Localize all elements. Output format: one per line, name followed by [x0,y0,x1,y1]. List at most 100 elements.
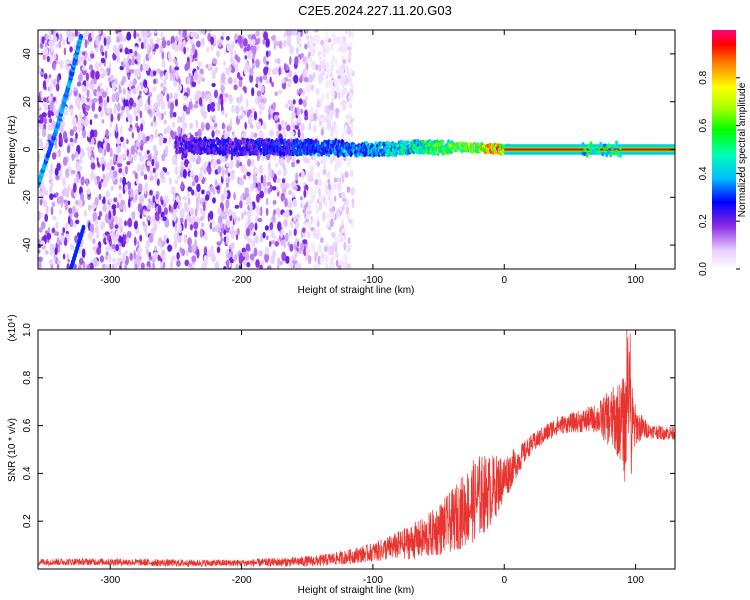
noise-speckle [343,155,347,162]
noise-speckle [94,225,99,234]
noise-speckle [227,172,231,177]
carrier-mark [337,139,341,144]
noise-speckle [148,233,154,243]
noise-speckle [119,48,123,53]
noise-speckle [99,67,105,73]
noise-speckle [98,193,102,201]
noise-speckle [239,180,245,186]
noise-speckle [251,38,256,46]
noise-speckle [48,118,53,124]
noise-speckle [260,174,264,184]
noise-speckle [104,50,108,60]
noise-speckle [249,124,254,129]
noise-speckle [150,121,154,127]
noise-speckle [230,242,235,250]
noise-speckle [278,67,281,76]
noise-speckle [210,102,216,109]
noise-speckle [291,156,296,162]
carrier-mark [597,150,601,155]
carrier-mark [607,149,611,154]
noise-speckle [141,163,146,171]
noise-speckle [200,216,204,222]
noise-speckle [127,189,131,196]
noise-speckle [223,186,227,195]
noise-speckle [285,30,291,37]
noise-speckle [136,102,140,108]
noise-speckle [277,170,282,176]
noise-speckle [320,39,325,46]
noise-speckle [96,157,99,162]
noise-speckle [193,104,199,109]
noise-speckle [108,170,114,178]
carrier-mark [597,146,601,151]
noise-speckle [53,104,56,115]
noise-speckle [247,33,252,40]
noise-speckle [298,31,301,37]
noise-speckle [345,205,350,215]
noise-speckle [276,264,280,269]
noise-speckle [254,96,259,104]
noise-speckle [115,91,119,102]
noise-speckle [284,103,289,109]
noise-speckle [134,46,138,51]
noise-speckle [207,103,211,113]
noise-speckle [42,80,47,89]
noise-speckle [207,30,212,33]
noise-speckle [227,208,233,216]
noise-speckle [140,262,145,269]
noise-speckle [147,42,150,51]
noise-speckle [268,106,272,115]
noise-speckle [311,60,316,70]
noise-speckle [188,72,192,79]
noise-speckle [163,110,167,115]
noise-speckle [337,79,341,84]
noise-speckle [328,68,332,76]
noise-speckle [274,40,280,47]
noise-speckle [72,116,77,127]
noise-speckle [265,50,269,58]
noise-speckle [124,220,127,227]
noise-speckle [319,98,323,108]
noise-speckle [331,231,336,239]
noise-speckle [195,200,200,211]
noise-speckle [308,161,312,171]
noise-speckle [305,84,311,93]
noise-speckle [302,227,306,234]
noise-speckle [186,189,190,200]
noise-speckle [311,165,315,170]
noise-speckle [332,183,338,191]
noise-speckle [286,156,290,164]
noise-speckle [48,74,52,79]
noise-speckle [300,108,303,115]
noise-speckle [152,86,157,93]
noise-speckle [108,198,112,204]
noise-speckle [319,256,324,265]
noise-speckle [82,84,85,94]
noise-speckle [235,263,239,269]
noise-speckle [308,73,313,84]
noise-speckle [151,158,155,167]
noise-speckle [39,42,44,50]
noise-speckle [315,159,318,166]
noise-speckle [105,190,110,198]
noise-speckle [216,158,222,165]
noise-speckle [225,177,231,184]
noise-speckle [101,163,105,172]
noise-speckle [153,78,156,84]
noise-speckle [137,246,143,255]
noise-speckle [297,116,302,124]
noise-speckle [286,124,291,132]
noise-speckle [325,62,330,68]
noise-speckle [268,167,272,176]
noise-speckle [129,48,133,54]
noise-speckle [78,112,83,120]
noise-speckle [105,129,109,136]
noise-speckle [264,78,270,84]
noise-speckle [99,110,104,118]
noise-speckle [201,222,204,228]
noise-speckle [120,199,125,206]
noise-speckle [191,255,197,263]
noise-speckle [237,217,241,222]
noise-speckle [341,132,345,138]
noise-speckle [63,106,69,116]
